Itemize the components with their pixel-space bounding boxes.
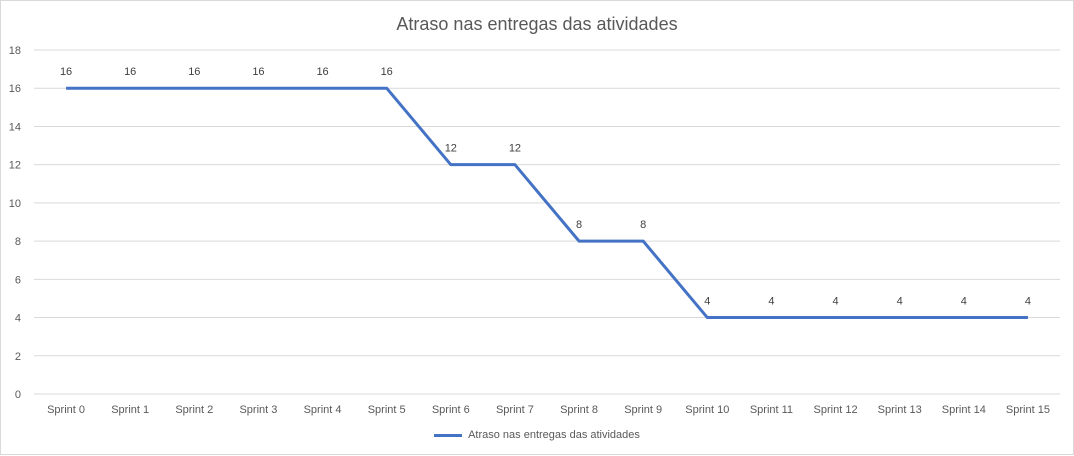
y-tick-label: 16 — [9, 83, 21, 95]
x-tick-label: Sprint 11 — [750, 404, 793, 416]
data-label: 8 — [640, 219, 646, 231]
data-label: 12 — [509, 143, 521, 155]
data-label: 16 — [124, 66, 136, 78]
y-tick-label: 0 — [15, 389, 21, 401]
y-tick-label: 14 — [9, 121, 21, 133]
y-tick-label: 4 — [15, 313, 21, 325]
x-tick-label: Sprint 15 — [1006, 404, 1050, 416]
y-tick-label: 18 — [9, 45, 21, 57]
data-label: 4 — [833, 296, 839, 308]
data-label: 16 — [252, 66, 264, 78]
x-tick-label: Sprint 2 — [175, 404, 213, 416]
y-tick-label: 2 — [15, 351, 21, 363]
legend: Atraso nas entregas das atividades — [1, 429, 1073, 441]
x-tick-label: Sprint 5 — [368, 404, 406, 416]
x-tick-label: Sprint 8 — [560, 404, 598, 416]
x-tick-label: Sprint 9 — [624, 404, 662, 416]
y-tick-label: 10 — [9, 198, 21, 210]
data-label: 4 — [1025, 296, 1031, 308]
x-tick-label: Sprint 0 — [47, 404, 85, 416]
data-label: 16 — [188, 66, 200, 78]
data-label: 16 — [60, 66, 72, 78]
x-tick-label: Sprint 13 — [878, 404, 922, 416]
data-label: 4 — [961, 296, 967, 308]
data-label: 16 — [316, 66, 328, 78]
data-label: 16 — [381, 66, 393, 78]
x-tick-label: Sprint 6 — [432, 404, 470, 416]
x-tick-label: Sprint 3 — [239, 404, 277, 416]
x-tick-label: Sprint 1 — [111, 404, 149, 416]
data-label: 8 — [576, 219, 582, 231]
data-label: 12 — [445, 143, 457, 155]
y-tick-label: 12 — [9, 160, 21, 172]
data-label: 4 — [704, 296, 710, 308]
x-tick-label: Sprint 14 — [942, 404, 986, 416]
y-tick-label: 6 — [15, 274, 21, 286]
legend-series-marker — [434, 434, 462, 437]
data-label: 4 — [768, 296, 774, 308]
x-tick-label: Sprint 7 — [496, 404, 534, 416]
x-tick-label: Sprint 12 — [814, 404, 858, 416]
x-tick-label: Sprint 10 — [685, 404, 729, 416]
y-tick-label: 8 — [15, 236, 21, 248]
legend-series-label: Atraso nas entregas das atividades — [468, 429, 640, 441]
data-label: 4 — [897, 296, 903, 308]
x-tick-label: Sprint 4 — [304, 404, 342, 416]
